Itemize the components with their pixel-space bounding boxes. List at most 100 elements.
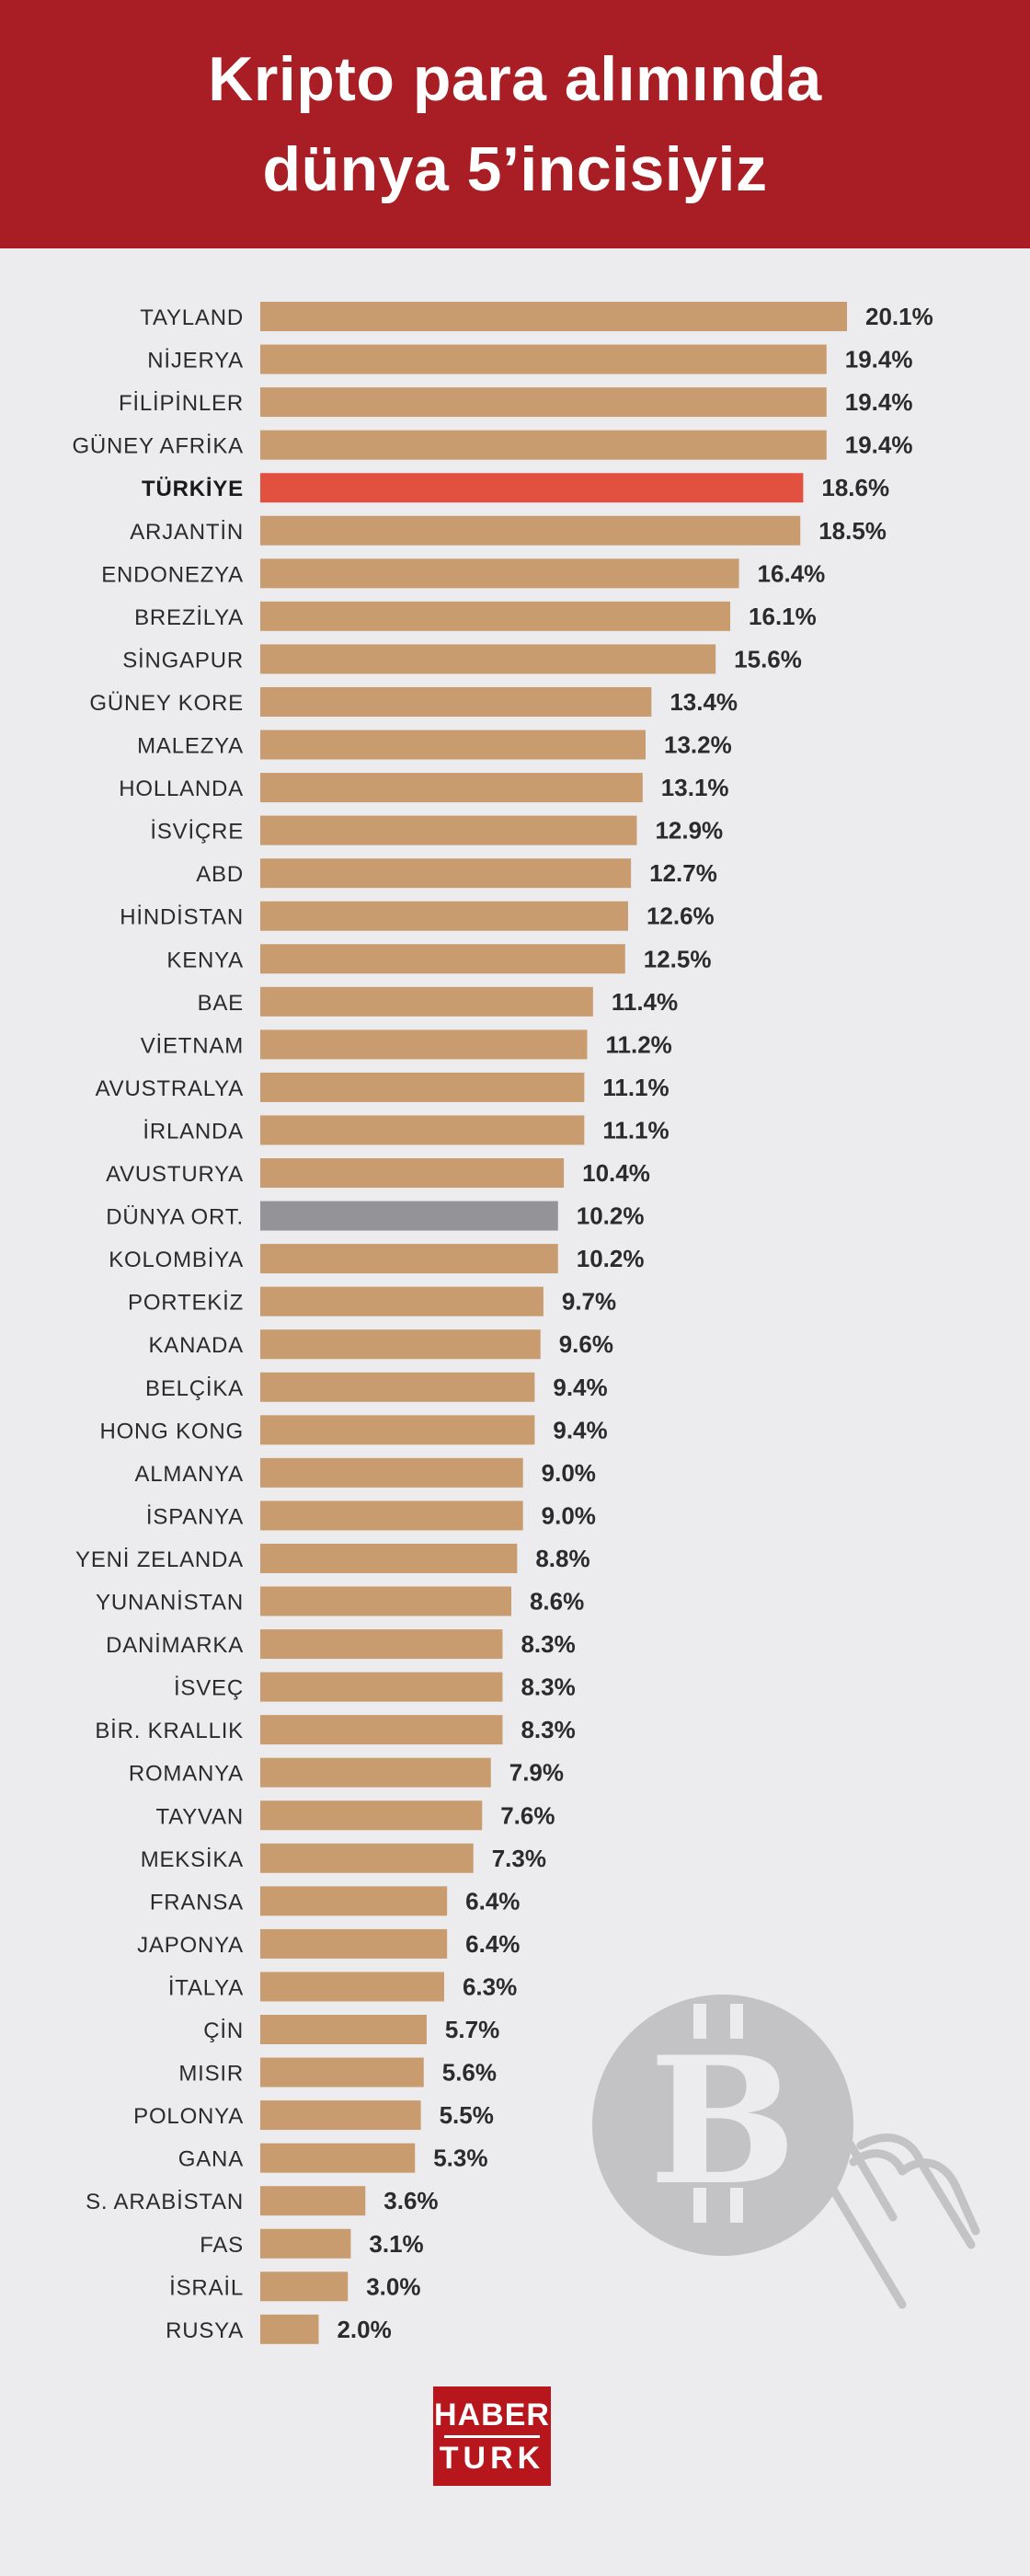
category-label: MISIR <box>178 2062 244 2087</box>
value-label: 3.0% <box>366 2272 420 2300</box>
value-label: 7.9% <box>509 1759 564 1787</box>
value-label: 16.4% <box>758 559 826 587</box>
value-label: 7.3% <box>492 1845 546 1872</box>
category-label: İSPANYA <box>146 1504 244 1529</box>
value-label: 15.6% <box>734 645 802 673</box>
bar <box>260 2314 319 2344</box>
bar <box>260 2271 349 2302</box>
bar <box>260 1886 448 1916</box>
value-label: 10.2% <box>577 1202 645 1230</box>
bar <box>260 1115 585 1145</box>
category-label: İSVİÇRE <box>150 820 244 845</box>
category-label: PORTEKİZ <box>128 1291 244 1316</box>
value-label: 13.1% <box>661 774 729 801</box>
bar-highlight <box>260 473 804 503</box>
bar <box>260 1158 565 1188</box>
value-label: 5.5% <box>440 2101 494 2129</box>
value-label: 19.4% <box>845 346 913 374</box>
hand-tap-icon <box>818 2133 980 2309</box>
category-label: KOLOMBİYA <box>109 1248 244 1272</box>
bar <box>260 1972 444 2002</box>
value-label: 10.2% <box>577 1245 645 1272</box>
category-label: FİLİPİNLER <box>119 391 244 416</box>
category-label: HOLLANDA <box>119 776 244 801</box>
category-label: TAYVAN <box>156 1804 244 1829</box>
value-label: 13.2% <box>664 731 732 759</box>
value-label: 6.4% <box>465 1930 520 1958</box>
category-label: İTALYA <box>168 1975 244 2000</box>
logo-divider <box>444 2434 540 2438</box>
category-label: AVUSTRALYA <box>96 1076 244 1101</box>
bar <box>260 1629 503 1660</box>
bar <box>260 1843 474 1873</box>
category-label: BİR. KRALLIK <box>95 1719 244 1743</box>
category-label: GANA <box>178 2147 244 2172</box>
category-label: BAE <box>198 991 244 1016</box>
category-label: TAYLAND <box>140 305 244 330</box>
value-label: 13.4% <box>670 688 738 716</box>
value-label: 18.6% <box>821 474 889 501</box>
bar-average <box>260 1201 558 1231</box>
category-label: BELÇİKA <box>145 1376 244 1401</box>
bar <box>260 387 827 418</box>
value-label: 6.3% <box>463 1972 517 2000</box>
bar <box>260 430 827 460</box>
bitcoin-coin-icon: B <box>592 1995 853 2256</box>
bar <box>260 1715 503 1745</box>
value-label: 5.6% <box>442 2059 497 2087</box>
category-label: NİJERYA <box>147 349 244 374</box>
value-label: 9.6% <box>559 1330 613 1358</box>
bar <box>260 2015 427 2044</box>
bar <box>260 1586 511 1616</box>
category-label: POLONYA <box>133 2104 244 2129</box>
bar <box>260 1415 535 1445</box>
category-label: ÇİN <box>203 2018 244 2043</box>
title-line-2: dünya 5’incisiyiz <box>262 134 768 204</box>
bar <box>260 558 739 589</box>
value-label: 9.4% <box>553 1374 607 1401</box>
category-label: İSVEÇ <box>174 1676 244 1701</box>
bar <box>260 344 827 374</box>
category-label: MALEZYA <box>137 734 244 759</box>
value-label: 19.4% <box>845 388 913 416</box>
category-label: FAS <box>200 2233 244 2258</box>
category-label: JAPONYA <box>137 1933 244 1958</box>
category-label: ABD <box>196 862 244 887</box>
category-label: S. ARABİSTAN <box>86 2190 244 2214</box>
value-label: 8.3% <box>521 1630 575 1658</box>
category-label: YENİ ZELANDA <box>75 1547 244 1572</box>
bar <box>260 1372 535 1402</box>
header-banner: Kripto para alımında dünya 5’incisiyiz <box>0 0 1030 248</box>
value-label: 6.4% <box>465 1887 520 1915</box>
value-label: 9.7% <box>562 1288 616 1316</box>
bar <box>260 986 593 1017</box>
category-label: TÜRKİYE <box>142 477 244 501</box>
value-label: 9.0% <box>542 1501 596 1529</box>
bar <box>260 1757 491 1788</box>
bar <box>260 515 801 546</box>
value-label: 8.3% <box>521 1716 575 1743</box>
bar <box>260 1029 588 1060</box>
bar <box>260 1244 558 1274</box>
value-label: 7.6% <box>500 1801 555 1829</box>
bar <box>260 1072 585 1102</box>
value-label: 8.3% <box>521 1673 575 1701</box>
value-label: 10.4% <box>582 1159 650 1187</box>
value-label: 11.1% <box>602 1116 669 1144</box>
logo-line-2: TURK <box>439 2440 545 2476</box>
category-label: VİETNAM <box>141 1033 244 1058</box>
category-label: GÜNEY KORE <box>89 691 244 716</box>
bar <box>260 1928 448 1959</box>
bar <box>260 901 628 931</box>
bar <box>260 2228 351 2259</box>
value-label: 3.6% <box>383 2187 438 2214</box>
value-label: 5.3% <box>433 2145 487 2172</box>
bar <box>260 1800 483 1831</box>
category-label: RUSYA <box>166 2318 244 2343</box>
svg-text:B: B <box>649 2018 797 2224</box>
value-label: 16.1% <box>749 603 817 630</box>
value-label: 12.9% <box>655 817 723 845</box>
category-label: KANADA <box>149 1333 245 1358</box>
title-line-1: Kripto para alımında <box>208 44 822 114</box>
